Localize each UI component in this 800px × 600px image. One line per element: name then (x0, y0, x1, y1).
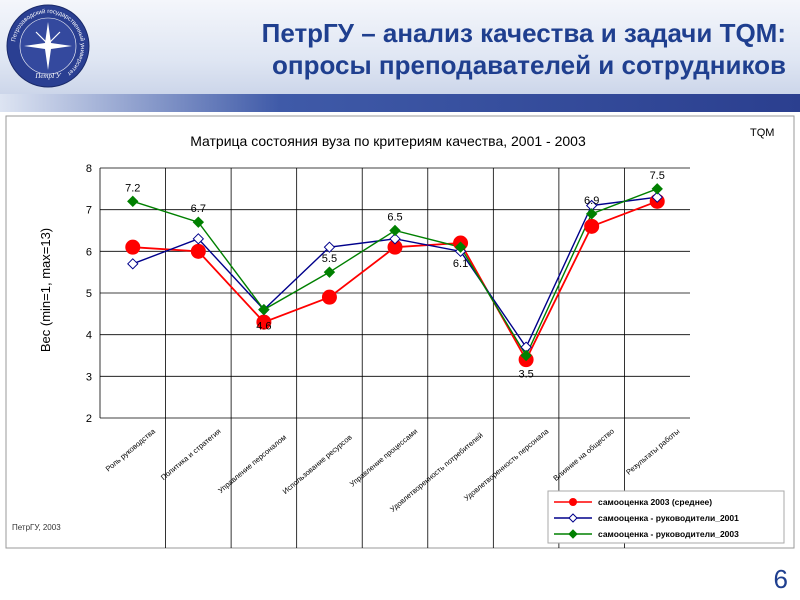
chart-title: Матрица состояния вуза по критериям каче… (190, 133, 586, 149)
data-label: 6.1 (453, 258, 468, 270)
tqm-mark: TQM (750, 127, 774, 139)
series2-point (389, 233, 401, 245)
chart-grid (99, 167, 690, 548)
category-label: Управление процессами (348, 427, 419, 489)
legend-swatch-marker (568, 529, 578, 539)
footer-note: ПетрГУ, 2003 (12, 523, 61, 532)
y-tick-label: 8 (86, 163, 92, 175)
header-accent-bar (0, 94, 800, 112)
series3-point (258, 303, 270, 316)
legend-entry-3: самооценка - руководители_2003 (598, 529, 739, 539)
page-title-line1: ПетрГУ – анализ качества и задачи TQM: (261, 18, 786, 48)
y-tick-label: 2 (86, 413, 92, 425)
chart-frame (5, 115, 795, 549)
y-tick-label: 3 (86, 371, 92, 383)
data-label: 6.5 (387, 212, 402, 224)
series2-point (651, 191, 663, 203)
series1-point (584, 218, 600, 234)
data-label: 6.9 (584, 195, 599, 207)
series3-point (454, 241, 467, 253)
legend-swatch-marker (568, 513, 578, 523)
series1-point (125, 239, 141, 255)
y-axis-label: Вес (min=1, max=13) (38, 228, 53, 352)
series3-point (192, 216, 205, 228)
category-label: Использование ресурсов (281, 433, 354, 496)
legend-entry-1: самооценка 2003 (среднее) (598, 497, 712, 507)
series2-point (323, 241, 336, 253)
series2-point (127, 258, 139, 270)
legend-entry-2: самооценка - руководители_2001 (598, 513, 739, 523)
category-label: Результаты работы (624, 427, 681, 477)
data-label: 3.5 (518, 369, 533, 381)
series1-point (321, 289, 337, 305)
y-tick-label: 4 (86, 330, 92, 342)
slide-header (0, 0, 800, 100)
data-label: 7.5 (650, 170, 665, 182)
chart-data-labels: 7.2 6.7 4.6 5.5 6.5 6.1 3.5 6.9 7.5 (125, 170, 665, 381)
y-tick-labels: 2 3 4 5 6 7 8 (86, 163, 92, 425)
data-label: 7.2 (125, 182, 140, 194)
category-label: Управление персоналом (216, 433, 288, 495)
series3-point (651, 183, 663, 195)
category-label: Политика и стратегия (159, 427, 223, 482)
series3-point (585, 208, 598, 220)
series3-point (127, 195, 139, 208)
legend-swatch-marker (569, 498, 577, 506)
university-logo: Петрозаводский государственный университ… (6, 4, 90, 88)
category-label: Роль руководства (104, 426, 158, 473)
series3-point (520, 349, 532, 362)
chart-series (125, 183, 665, 368)
y-tick-label: 7 (86, 205, 92, 217)
series2-point (192, 233, 205, 245)
series3-point (323, 266, 336, 278)
slide-number: 6 (773, 564, 788, 594)
y-tick-label: 6 (86, 246, 92, 258)
data-label: 6.7 (191, 203, 206, 215)
data-label: 5.5 (322, 253, 337, 265)
series1-point (190, 243, 206, 259)
page-title-line2: опросы преподавателей и сотрудников (272, 50, 786, 80)
series3-point (389, 224, 401, 237)
chart-legend: самооценка 2003 (среднее) самооценка - ру… (547, 490, 785, 544)
category-label: Влияние на общество (551, 427, 615, 483)
data-label: 4.6 (256, 321, 271, 333)
y-tick-label: 5 (86, 288, 92, 300)
logo-caption: ПетрГУ (34, 72, 62, 80)
